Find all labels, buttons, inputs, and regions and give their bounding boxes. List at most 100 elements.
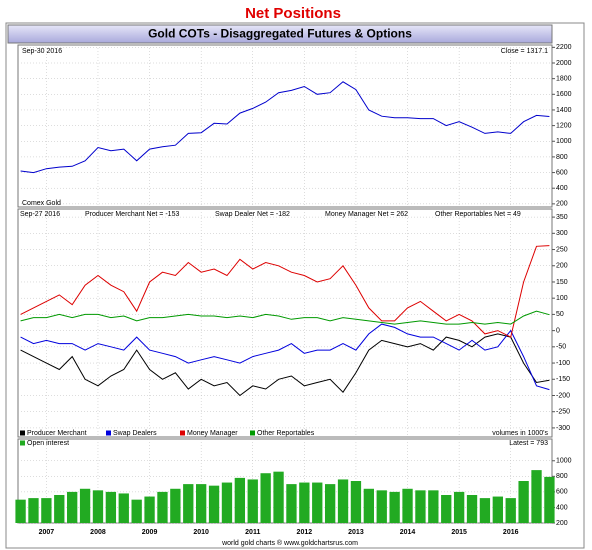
annotation: Money Manager Net = 262 [325,211,408,218]
bar [234,477,246,523]
annotation: Close = 1317.1 [501,48,548,55]
chart-title: Net Positions [245,5,341,22]
bar [505,498,516,523]
x-tick-label: 2013 [348,529,364,536]
annotation: Sep-30 2016 [22,48,62,55]
y-tick-label: -250 [556,409,570,416]
legend-label: Swap Dealers [113,430,157,437]
y-tick-label: 50 [556,311,564,318]
x-tick-label: 2010 [193,529,209,536]
x-tick-label: 2008 [90,529,106,536]
bar [221,482,233,523]
y-tick-label: 350 [556,214,568,221]
bar [208,485,220,523]
bar [41,498,52,523]
bar [196,484,207,523]
bar [363,488,374,523]
y-tick-label: -150 [556,376,570,383]
y-tick-label: 600 [556,489,568,496]
y-tick-label: 0 [556,327,560,334]
x-tick-label: 2015 [451,529,467,536]
bar [415,490,426,523]
y-tick-label: 200 [556,520,568,527]
y-tick-label: 1400 [556,107,572,114]
bar [170,488,181,523]
bar [118,493,129,523]
frame [5,22,585,549]
note: volumes in 1000's [492,430,548,437]
bar [402,488,413,523]
annotation: Sep-27 2016 [20,211,60,218]
y-tick-label: 800 [556,154,568,161]
bar [247,479,258,523]
x-tick-label: 2007 [39,529,55,536]
x-tick-label: 2014 [400,529,416,536]
bar [299,482,310,523]
legend-swatch [20,440,25,446]
y-tick-label: -300 [556,425,570,432]
bar [312,482,323,523]
series-line [20,81,550,174]
bar [286,484,297,523]
legend-label: Producer Merchant [27,430,87,437]
y-tick-label: 800 [556,473,568,480]
bar [453,491,465,523]
bar [428,490,439,523]
y-tick-label: 200 [556,201,568,208]
y-tick-label: 250 [556,246,568,253]
legend-label: Money Manager [187,430,238,437]
y-tick-label: 2200 [556,44,572,51]
bar [492,496,503,523]
panel [17,208,553,438]
y-tick-label: -200 [556,392,570,399]
annotation: Latest = 793 [509,440,548,447]
bar [183,484,194,523]
series-line [20,310,550,325]
bar [54,495,65,523]
y-tick-label: 600 [556,169,568,176]
bar [28,498,39,523]
bar [389,491,400,523]
bar [376,490,387,523]
bar [157,491,168,523]
y-tick-label: 400 [556,185,568,192]
y-tick-label: 100 [556,295,568,302]
annotation: Swap Dealer Net = -182 [215,211,290,218]
x-tick-label: 2009 [142,529,158,536]
bar [260,473,271,523]
series-line [20,245,550,338]
bar [92,490,104,523]
bar [544,476,555,523]
y-tick-label: 200 [556,263,568,270]
bar [67,491,78,523]
legend-label: Comex Gold [22,200,61,207]
y-tick-label: 300 [556,230,568,237]
bar [337,479,349,523]
bar [350,481,362,523]
y-tick-label: 1200 [556,122,572,129]
series-line [20,323,550,391]
panel [17,44,553,208]
annotation: Producer Merchant Net = -153 [85,211,179,218]
chart-subtitle: Gold COTs - Disaggregated Futures & Opti… [148,27,412,41]
banner [7,24,553,44]
legend-swatch [250,430,255,436]
legend-swatch [106,430,111,436]
y-tick-label: 1600 [556,91,572,98]
bar [273,471,284,523]
legend-swatch [20,430,25,436]
bar [15,499,26,523]
legend-label: Open interest [27,440,69,447]
series-line [20,333,550,397]
bar [531,470,542,523]
y-tick-label: -50 [556,344,566,351]
bar [79,488,91,523]
x-tick-label: 2016 [503,529,519,536]
legend-label: Other Reportables [257,430,315,437]
x-tick-label: 2011 [245,529,260,536]
bar [131,499,142,523]
y-tick-label: -100 [556,360,570,367]
bar [324,484,336,523]
